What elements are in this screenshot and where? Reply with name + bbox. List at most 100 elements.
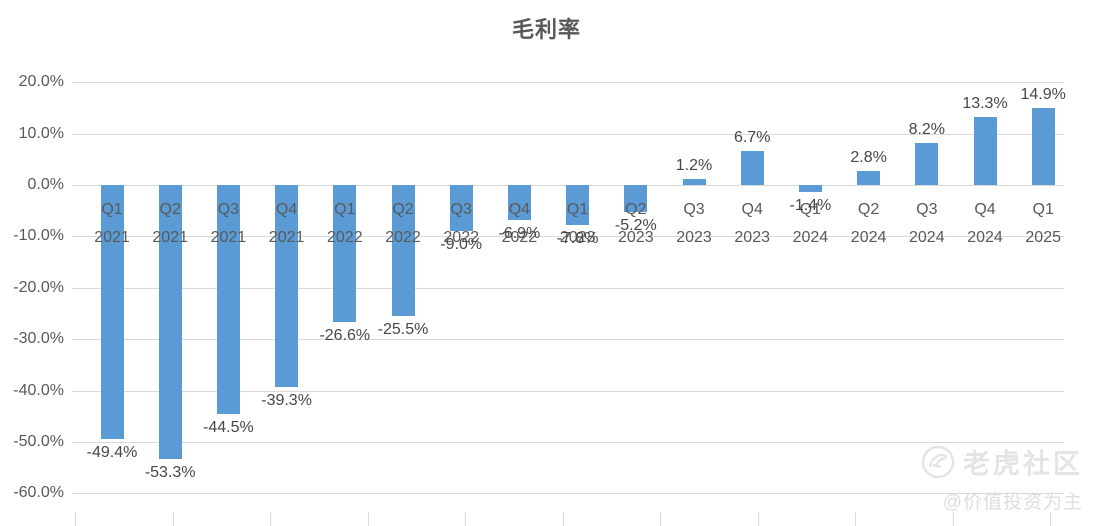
axis-tick: [1050, 512, 1051, 526]
x-axis-year-label: 2025: [1025, 229, 1061, 246]
x-axis-year-label: 2022: [443, 229, 479, 246]
x-axis-year-label: 2024: [967, 229, 1003, 246]
bar-value-label: 13.3%: [962, 94, 1008, 112]
gridline: [72, 236, 1064, 238]
bar: [449, 185, 473, 232]
x-axis-category-label: Q1 2021: [82, 196, 142, 252]
x-axis-quarter-label: Q4: [974, 201, 996, 218]
bar: [391, 185, 415, 317]
x-axis-category-label: Q1 2024: [780, 196, 840, 252]
x-axis-quarter-label: Q3: [217, 201, 240, 218]
bar: [566, 185, 590, 226]
x-axis-year-label: 2023: [559, 229, 596, 246]
gridline: [72, 390, 1064, 392]
bar: [740, 150, 764, 185]
bar-value-label: -53.3%: [144, 463, 196, 481]
y-axis-tick-label: 0.0%: [27, 176, 64, 193]
bar: [216, 185, 240, 414]
x-axis-year-label: 2023: [618, 229, 654, 246]
bar: [158, 185, 182, 459]
gridline: [72, 82, 1064, 84]
gridline: [72, 339, 1064, 341]
bar-value-label: 2.8%: [850, 148, 887, 166]
bar: [915, 142, 939, 185]
bar-value-label: 1.2%: [675, 156, 713, 174]
bar: [973, 116, 997, 185]
bar-value-label: -44.5%: [203, 418, 254, 436]
axis-tick: [562, 512, 564, 526]
axis-tick: [855, 512, 856, 526]
axis-tick: [367, 512, 369, 526]
x-axis-year-label: 2024: [909, 229, 945, 246]
bar-value-label: -1.4%: [789, 197, 832, 215]
x-axis-category-label: Q3 2023: [664, 196, 724, 252]
watermark-brand: 老虎社区: [963, 449, 1083, 479]
axis-tick: [952, 512, 954, 526]
bar-value-label: 6.7%: [733, 128, 771, 146]
x-axis-year-label: 2021: [94, 229, 130, 246]
bar-value-label: -7.8%: [556, 230, 599, 248]
y-axis-tick-label: -50.0%: [13, 433, 64, 450]
x-axis-category-label: Q3 2021: [198, 196, 258, 252]
bar-value-label: -6.9%: [498, 225, 541, 243]
x-axis-category-label: Q2 2023: [606, 196, 666, 252]
x-axis-quarter-label: Q1: [101, 201, 123, 218]
gridline: [72, 493, 1064, 495]
y-axis-tick-label: 20.0%: [18, 73, 64, 91]
bar: [682, 178, 706, 185]
gridline: [72, 442, 1064, 443]
y-axis-tick-label: -30.0%: [13, 330, 64, 348]
x-axis-quarter-label: Q3: [683, 201, 705, 218]
y-axis-tick-label: -60.0%: [13, 484, 64, 502]
x-axis-quarter-label: Q4: [741, 201, 763, 218]
y-axis-tick-label: -10.0%: [13, 227, 64, 245]
chart-title: 毛利率: [511, 17, 581, 42]
bar: [275, 185, 299, 387]
x-axis-year-label: 2023: [676, 229, 712, 246]
x-axis-year-label: 2022: [501, 229, 538, 246]
y-axis-tick-label: 10.0%: [18, 124, 64, 142]
bar: [624, 185, 648, 212]
bar: [507, 185, 531, 221]
bar-value-label: -39.3%: [261, 392, 312, 409]
axis-tick: [660, 512, 661, 526]
bar-value-label: -5.2%: [614, 216, 657, 234]
x-axis-quarter-label: Q2: [392, 201, 414, 218]
x-axis-category-label: Q4 2021: [257, 196, 317, 252]
x-axis-year-label: 2021: [210, 229, 247, 246]
x-axis-category-label: Q4 2022: [489, 196, 549, 252]
y-axis-tick-label: -20.0%: [13, 278, 64, 296]
x-axis-quarter-label: Q3: [450, 201, 472, 218]
x-axis-category-label: Q1 2025: [1013, 196, 1073, 252]
watermark: 老虎社区 @价值投资为主: [921, 442, 1083, 514]
x-axis-category-label: Q1 2022: [315, 196, 375, 252]
x-axis-year-label: 2024: [792, 229, 829, 246]
bar-value-label: -26.6%: [319, 326, 371, 344]
x-axis-year-label: 2024: [850, 229, 887, 246]
x-axis-category-label: Q2 2022: [373, 196, 433, 252]
axis-tick: [757, 512, 759, 526]
x-axis-quarter-label: Q4: [508, 201, 531, 218]
x-axis-category-label: Q2 2024: [839, 196, 899, 252]
x-axis-year-label: 2022: [327, 229, 363, 246]
x-axis-category-label: Q3 2024: [897, 196, 957, 252]
x-axis-quarter-label: Q3: [916, 201, 938, 218]
axis-tick: [172, 512, 174, 526]
x-axis-quarter-label: Q1: [799, 201, 822, 218]
x-axis-quarter-label: Q1: [1032, 201, 1054, 218]
bar: [798, 185, 822, 193]
x-axis-category-label: Q1 2023: [548, 196, 608, 252]
x-axis-quarter-label: Q2: [625, 201, 647, 218]
gridline: [72, 287, 1064, 289]
x-axis-category-label: Q4 2024: [955, 196, 1015, 252]
bar: [857, 170, 881, 185]
y-axis-tick-label: -40.0%: [13, 381, 64, 399]
x-axis-year-label: 2021: [152, 229, 188, 246]
x-axis-quarter-label: Q1: [334, 201, 356, 218]
bar-value-label: -9.0%: [440, 236, 483, 254]
bar: [333, 185, 357, 322]
x-axis-quarter-label: Q2: [159, 201, 181, 218]
x-axis-category-label: Q2 2021: [140, 196, 200, 252]
x-axis-year-label: 2022: [385, 229, 421, 246]
x-axis-quarter-label: Q4: [275, 201, 298, 218]
